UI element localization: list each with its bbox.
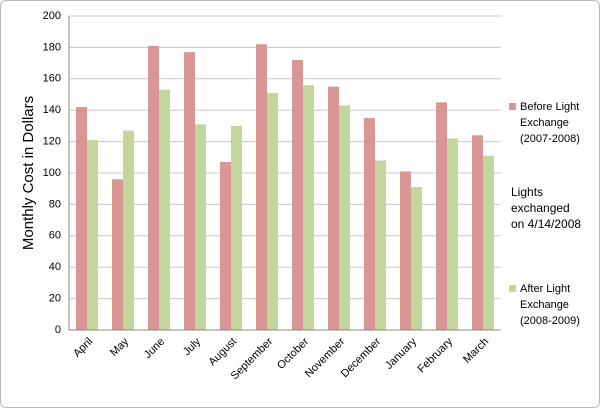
x-tick-label: October (275, 335, 311, 371)
legend-item: Before Light Exchange (2007-2008) (509, 99, 595, 147)
y-axis-label: Monthly Cost in Dollars (20, 96, 37, 250)
bar (231, 125, 242, 331)
legend-swatch (509, 103, 516, 110)
bar (328, 86, 339, 331)
bar (195, 124, 206, 330)
y-tick-label: 60 (49, 230, 61, 242)
bar (400, 171, 411, 330)
bar (303, 85, 314, 330)
bar (220, 162, 231, 330)
legend-item: After Light Exchange (2008-2009) (509, 281, 595, 329)
x-tick-label: March (461, 336, 491, 366)
x-tick-label: December (339, 335, 384, 380)
x-tick-label: May (108, 335, 132, 359)
y-tick-label: 100 (43, 167, 61, 179)
legend-label: Before Light Exchange (2007-2008) (520, 101, 580, 145)
bar (411, 187, 422, 330)
bar (447, 138, 458, 330)
y-tick-label: 40 (49, 261, 61, 273)
bar (339, 105, 350, 331)
bar (159, 89, 170, 330)
bar (123, 130, 134, 330)
bar (76, 107, 87, 330)
y-tick-label: 180 (43, 41, 61, 53)
bar (267, 92, 278, 331)
y-tick-label: 80 (49, 198, 61, 210)
x-tick-label: April (71, 336, 95, 360)
y-tick-label: 160 (43, 73, 61, 85)
legend-swatch (509, 285, 516, 292)
x-tick-label: February (416, 335, 456, 375)
bar (112, 179, 123, 330)
y-tick-label: 140 (43, 104, 61, 116)
bar (483, 155, 494, 330)
bar (375, 160, 386, 330)
bar (292, 59, 303, 331)
y-tick-label: 0 (55, 324, 61, 336)
bar (436, 102, 447, 330)
annotation: Lights exchanged on 4/14/2008 (511, 185, 582, 231)
bar (184, 52, 195, 331)
bar (256, 44, 267, 330)
x-tick-label: January (383, 335, 420, 372)
bar (148, 45, 159, 331)
x-tick-label: July (181, 335, 204, 358)
bar (364, 118, 375, 330)
bar (472, 135, 483, 330)
bar (87, 140, 98, 330)
y-tick-label: 200 (43, 10, 61, 22)
y-tick-label: 20 (49, 293, 61, 305)
x-tick-label: June (142, 336, 167, 361)
legend-label: After Light Exchange (2008-2009) (520, 283, 580, 327)
y-tick-label: 120 (43, 136, 61, 148)
x-tick-label: August (206, 336, 239, 369)
